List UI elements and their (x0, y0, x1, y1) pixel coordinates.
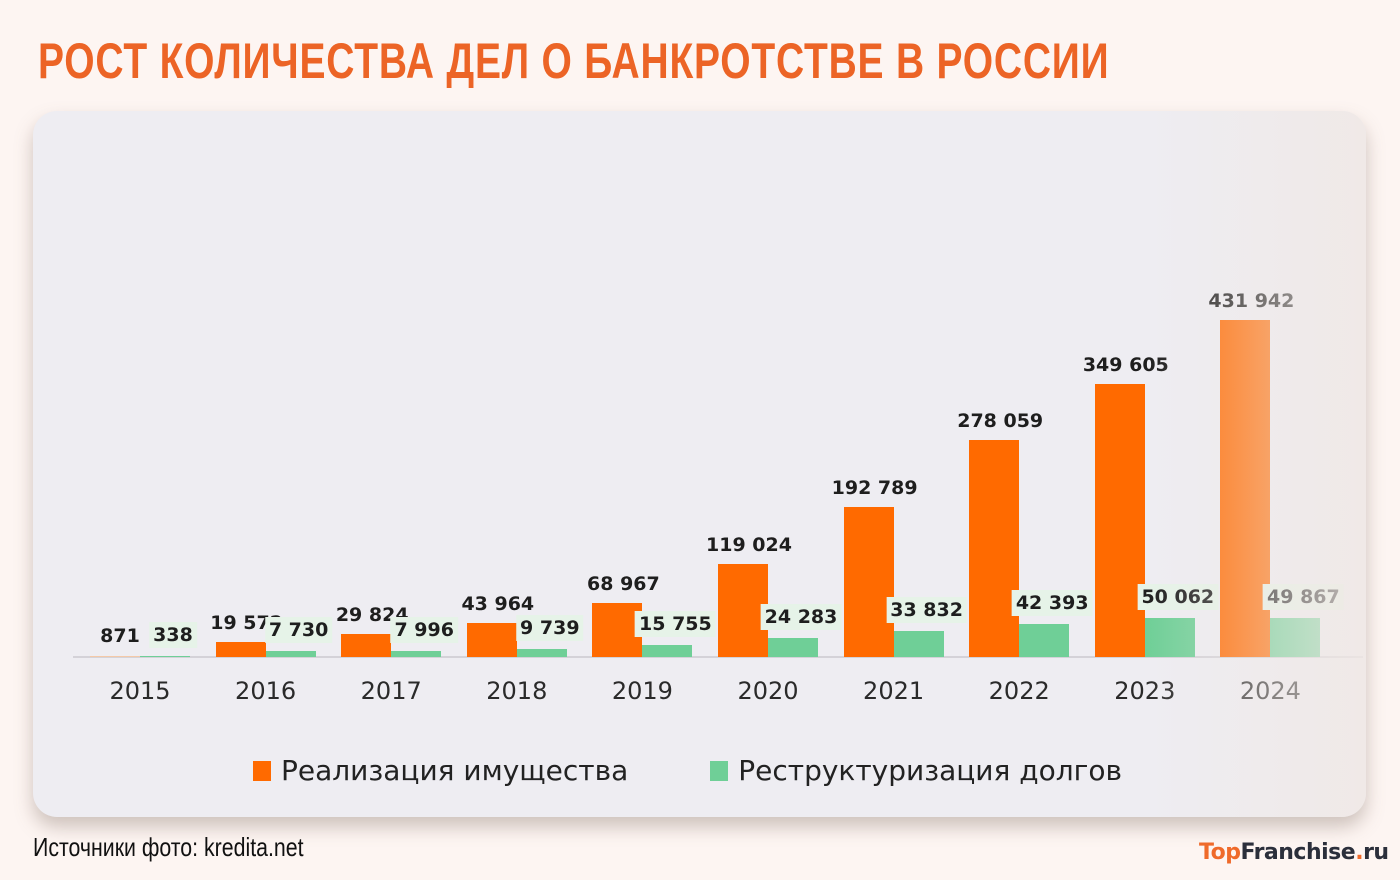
bar-chart: 871 338 2015 19 572 7 730 2016 29 824 7 996 2017… (33, 111, 1366, 817)
value-label-property-sale: 349 605 (1082, 354, 1169, 377)
value-label-property-sale: 119 024 (706, 534, 792, 557)
bar-debt-restructuring (516, 649, 567, 657)
value-label-debt-restructuring: 9 739 (516, 615, 584, 642)
bar-property-sale (718, 564, 768, 657)
green-swatch-icon (710, 760, 729, 781)
bar-debt-restructuring (1144, 617, 1195, 657)
bar-property-sale (90, 656, 140, 657)
chart-card: 871 338 2015 19 572 7 730 2016 29 824 7 996 2017… (33, 111, 1366, 817)
value-label-debt-restructuring: 49 867 (1263, 584, 1344, 611)
x-tick-label: 2021 (863, 677, 925, 705)
bar-property-sale (592, 603, 643, 657)
brand-part: Top (1199, 840, 1241, 865)
x-tick-label: 2023 (1114, 677, 1176, 705)
orange-swatch-icon (253, 760, 271, 781)
value-label-property-sale: 278 059 (957, 410, 1044, 433)
value-label-debt-restructuring: 7 730 (264, 616, 333, 643)
value-label-debt-restructuring: 42 393 (1011, 589, 1093, 616)
value-label-property-sale: 19 572 (210, 611, 283, 634)
legend-item-property-sale: Реализация имущества (253, 754, 628, 787)
bar-property-sale (1220, 320, 1271, 657)
bar-property-sale (466, 622, 517, 657)
bar-debt-restructuring (893, 630, 944, 657)
bar-debt-restructuring (391, 650, 442, 657)
page-title: РОСТ КОЛИЧЕСТВА ДЕЛ О БАНКРОТСТВЕ В РОСС… (38, 33, 1110, 89)
legend-label: Реализация имущества (281, 754, 629, 787)
photo-source: Источники фото: kredita.net (33, 832, 304, 862)
bar-property-sale (215, 641, 266, 657)
value-label-property-sale: 431 942 (1208, 290, 1295, 312)
x-tick-label: 2020 (737, 677, 799, 705)
x-axis-line (73, 656, 1363, 658)
brand-part: Franchise (1240, 840, 1356, 865)
bar-property-sale (1094, 384, 1145, 657)
value-label-property-sale: 43 964 (461, 592, 535, 615)
value-label-debt-restructuring: 338 (149, 622, 197, 648)
legend-item-debt-restructuring: Реструктуризация долгов (710, 754, 1122, 787)
value-label-debt-restructuring: 33 832 (886, 596, 967, 623)
bar-debt-restructuring (140, 656, 190, 657)
bar-debt-restructuring (642, 644, 693, 657)
x-tick-label: 2015 (109, 677, 171, 705)
value-label-property-sale: 29 824 (335, 603, 409, 626)
value-label-debt-restructuring: 15 755 (635, 610, 716, 637)
value-label-property-sale: 68 967 (587, 573, 660, 596)
bar-property-sale (969, 440, 1020, 657)
value-label-debt-restructuring: 24 283 (760, 604, 842, 631)
x-tick-label: 2016 (235, 677, 297, 705)
x-tick-label: 2019 (611, 677, 673, 705)
bar-property-sale (843, 506, 894, 657)
x-tick-label: 2024 (1239, 677, 1301, 705)
bar-debt-restructuring (1019, 623, 1070, 657)
brand-part: . (1355, 840, 1364, 865)
bar-debt-restructuring (1270, 618, 1321, 657)
bar-debt-restructuring (768, 638, 818, 657)
x-tick-label: 2017 (360, 677, 422, 705)
bar-debt-restructuring (265, 650, 316, 657)
brand-logo[interactable]: TopFranchise.ru (1199, 840, 1389, 865)
bar-property-sale (341, 633, 392, 657)
legend-label: Реструктуризация долгов (738, 754, 1122, 787)
value-label-property-sale: 871 (100, 625, 140, 647)
value-label-debt-restructuring: 7 996 (390, 616, 458, 643)
value-label-property-sale: 192 789 (831, 476, 918, 499)
brand-part: ru (1363, 840, 1389, 865)
chart-legend: Реализация имущества Реструктуризация до… (253, 754, 1122, 787)
x-tick-label: 2018 (486, 677, 548, 705)
x-tick-label: 2022 (988, 677, 1050, 705)
value-label-debt-restructuring: 50 062 (1137, 583, 1219, 610)
